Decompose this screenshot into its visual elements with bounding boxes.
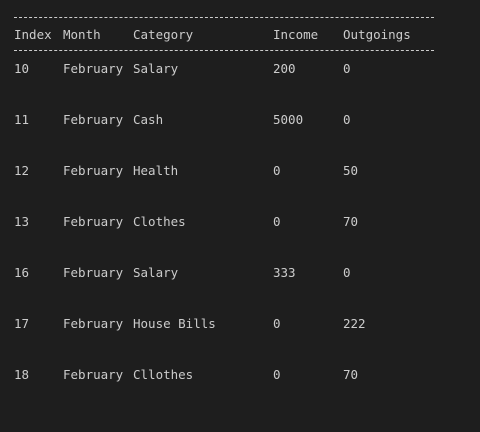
- header-category: Category: [133, 27, 194, 42]
- cell-category: Clothes: [133, 214, 186, 229]
- cell-category: Salary: [133, 61, 179, 76]
- cell-income: 0: [273, 163, 281, 178]
- header-month: Month: [63, 27, 101, 42]
- cell-category: Health: [133, 163, 179, 178]
- cell-category: Cash: [133, 112, 164, 127]
- cell-outgoings: 0: [343, 112, 351, 127]
- cell-index: 12: [14, 163, 30, 178]
- cell-index: 13: [14, 214, 30, 229]
- table-row: 13 February Clothes 0 70: [14, 213, 358, 230]
- cell-index: 11: [14, 112, 30, 127]
- table-row: 11 February Cash 5000 0: [14, 111, 351, 128]
- cell-outgoings: 0: [343, 265, 351, 280]
- exit-prompt: Press ENTER to EXIT...: [14, 416, 210, 432]
- cell-income: 5000: [273, 112, 304, 127]
- header-outgoings: Outgoings: [343, 27, 411, 42]
- cell-outgoings: 0: [343, 61, 351, 76]
- cell-outgoings: 70: [343, 214, 359, 229]
- cell-income: 0: [273, 316, 281, 331]
- table-header-row: Index Month Category Income Outgoings: [14, 26, 411, 43]
- table-divider-bottom: [14, 50, 434, 52]
- cell-month: February: [63, 316, 124, 331]
- table-row: 16 February Salary 333 0: [14, 264, 351, 281]
- cell-outgoings: 222: [343, 316, 366, 331]
- table-row: 10 February Salary 200 0: [14, 60, 351, 77]
- cell-income: 200: [273, 61, 296, 76]
- cell-month: February: [63, 163, 124, 178]
- cell-month: February: [63, 112, 124, 127]
- cell-category: Salary: [133, 265, 179, 280]
- cell-index: 18: [14, 367, 30, 382]
- cell-month: February: [63, 265, 124, 280]
- table-row: 12 February Health 0 50: [14, 162, 358, 179]
- cell-month: February: [63, 61, 124, 76]
- cell-month: February: [63, 214, 124, 229]
- table-divider-top: [14, 17, 434, 19]
- cell-category: House Bills: [133, 316, 216, 331]
- header-income: Income: [273, 27, 319, 42]
- table-row: 18 February Cllothes 0 70: [14, 366, 358, 383]
- cell-income: 0: [273, 214, 281, 229]
- cell-index: 16: [14, 265, 30, 280]
- cell-income: 0: [273, 367, 281, 382]
- cell-index: 10: [14, 61, 30, 76]
- cell-month: February: [63, 367, 124, 382]
- cell-outgoings: 70: [343, 367, 359, 382]
- table-row: 17 February House Bills 0 222: [14, 315, 366, 332]
- cell-category: Cllothes: [133, 367, 194, 382]
- cell-outgoings: 50: [343, 163, 359, 178]
- cell-index: 17: [14, 316, 30, 331]
- cell-income: 333: [273, 265, 296, 280]
- header-index: Index: [14, 27, 52, 42]
